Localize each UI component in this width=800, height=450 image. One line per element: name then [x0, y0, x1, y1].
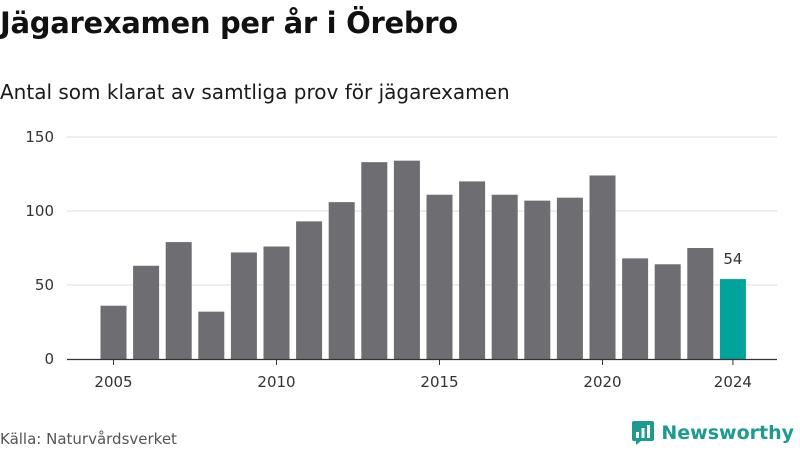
x-tick-label-2010: 2010 [257, 373, 295, 391]
bar-2006 [133, 265, 160, 359]
bar-2024 [719, 279, 746, 359]
bar-2015 [426, 194, 453, 359]
bar-2011 [296, 221, 323, 359]
chart-subtitle: Antal som klarat av samtliga prov för jä… [0, 80, 510, 104]
bar-2023 [687, 248, 714, 359]
bar-2020 [589, 175, 616, 359]
bar-2022 [654, 264, 681, 359]
bar-2009 [230, 252, 257, 359]
bar-2018 [524, 200, 551, 359]
x-tick-label-2020: 2020 [583, 373, 621, 391]
y-tick-label-100: 100 [25, 202, 54, 220]
data-label-2024: 54 [723, 250, 742, 268]
bar-2014 [393, 160, 420, 359]
bar-2005 [100, 305, 127, 359]
y-tick-label-0: 0 [44, 350, 54, 368]
brand-logo: Newsworthy [631, 420, 794, 446]
bar-2019 [556, 197, 583, 359]
newsworthy-logo-icon [632, 421, 655, 445]
bar-2012 [328, 202, 355, 359]
y-tick-label-50: 50 [35, 276, 54, 294]
x-tick-label-2024: 2024 [714, 373, 752, 391]
bars: 54 [100, 160, 746, 359]
bar-2013 [361, 162, 388, 359]
bar-chart: 54 0 50 100 150 2005 2010 2015 2020 2024 [25, 128, 777, 391]
chart-title: Jägarexamen per år i Örebro [0, 6, 458, 40]
bar-2007 [165, 242, 192, 359]
bar-2017 [491, 194, 518, 359]
x-tick-label-2015: 2015 [420, 373, 458, 391]
y-tick-label-150: 150 [25, 128, 54, 146]
source-note: Källa: Naturvårdsverket [0, 430, 177, 448]
bar-2016 [459, 181, 486, 359]
brand-name: Newsworthy [661, 422, 794, 444]
bar-2010 [263, 246, 290, 359]
x-tick-label-2005: 2005 [94, 373, 132, 391]
axes: 0 50 100 150 2005 2010 2015 2020 2024 [25, 128, 777, 391]
bar-2021 [622, 258, 649, 359]
bar-2008 [198, 311, 225, 359]
